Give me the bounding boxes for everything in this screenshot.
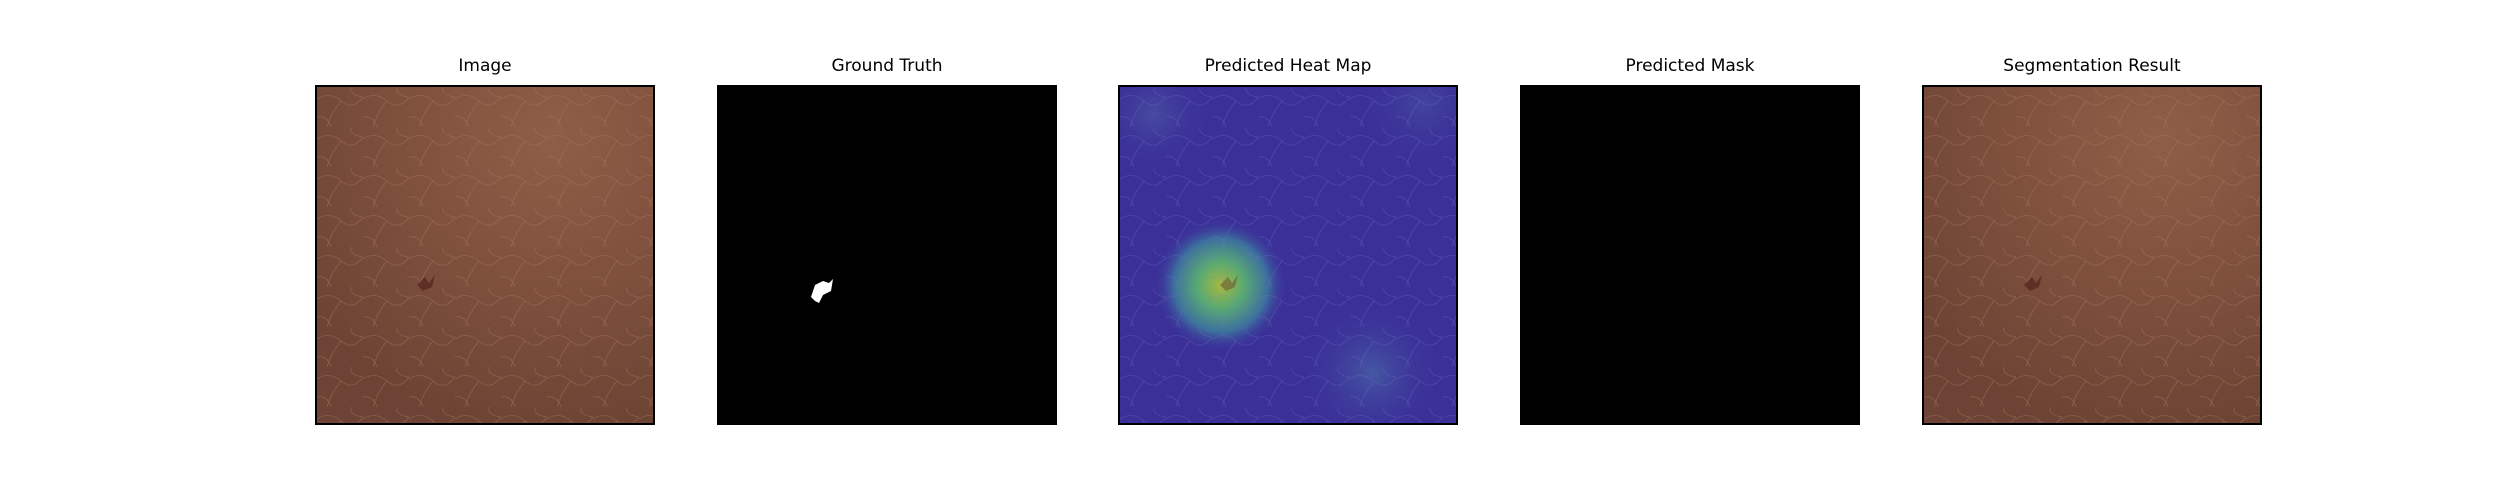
heat-map-image xyxy=(1120,87,1456,423)
segmentation-defect-mark xyxy=(2024,275,2042,291)
leather-texture-image xyxy=(317,87,653,423)
panel-segmentation-result: Segmentation Result xyxy=(1922,52,2262,432)
predicted-mask xyxy=(1520,85,1860,425)
heat-map-defect-mark xyxy=(1220,275,1238,291)
panel-title-heat-map: Predicted Heat Map xyxy=(1204,56,1372,76)
ground-truth-mask xyxy=(717,85,1057,425)
segmentation-result-image xyxy=(1924,87,2260,423)
panel-title-image: Image xyxy=(458,56,512,76)
panel-title-segmentation-result: Segmentation Result xyxy=(2003,56,2181,76)
panel-heat-map: Predicted Heat Map xyxy=(1118,52,1458,432)
panel-ground-truth: Ground Truth xyxy=(717,52,1057,432)
predicted-mask-image xyxy=(1522,87,1858,423)
ground-truth-mask-image xyxy=(719,87,1055,423)
heat-map xyxy=(1118,85,1458,425)
panel-title-predicted-mask: Predicted Mask xyxy=(1625,56,1755,76)
panel-image: Image xyxy=(315,52,655,432)
segmentation-result xyxy=(1922,85,2262,425)
panel-title-ground-truth: Ground Truth xyxy=(831,56,943,76)
ground-truth-defect-region xyxy=(811,279,833,303)
panel-predicted-mask: Predicted Mask xyxy=(1520,52,1860,432)
image-leather xyxy=(315,85,655,425)
defect-mark xyxy=(417,275,435,291)
